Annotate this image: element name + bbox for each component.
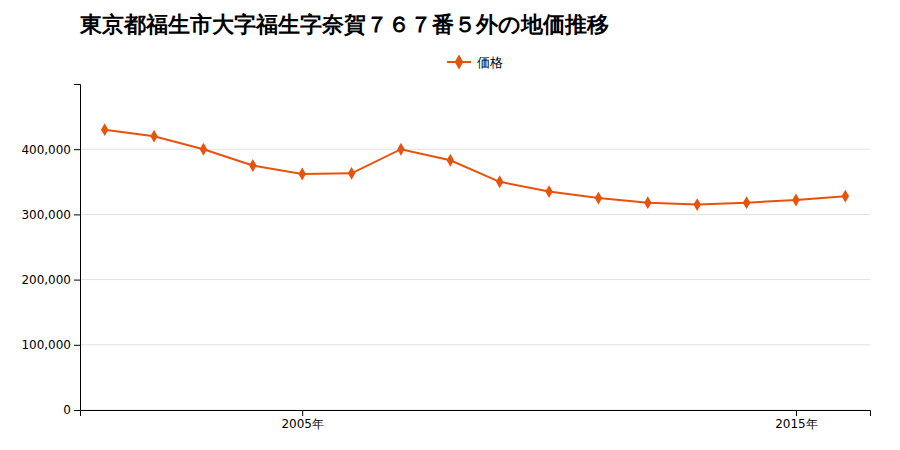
marker (842, 190, 849, 203)
y-axis-tick: 300,000 (21, 208, 80, 222)
y-axis-tick: 200,000 (21, 273, 80, 287)
marker (348, 167, 355, 180)
marker (101, 123, 108, 136)
tick-mark (74, 345, 80, 346)
x-axis-line (81, 411, 871, 417)
tick-mark (302, 410, 303, 416)
marker (200, 143, 207, 156)
tick-mark (74, 214, 80, 215)
tick-label: 300,000 (21, 208, 71, 222)
line (105, 130, 846, 205)
legend-marker (455, 55, 464, 70)
x-axis: 2005年 2015年 (81, 410, 871, 431)
marker (595, 192, 602, 205)
marker (298, 168, 305, 181)
tick-label: 200,000 (21, 273, 71, 287)
marker (743, 196, 750, 209)
tick-label: 2015年 (775, 417, 818, 431)
marker (447, 154, 454, 167)
y-axis-tick: 100,000 (21, 338, 80, 352)
grid-line (80, 279, 870, 280)
tick-mark (74, 149, 80, 150)
marker (496, 175, 503, 188)
y-axis-tick: 400,000 (21, 143, 80, 157)
marker (792, 194, 799, 207)
tick-mark (74, 280, 80, 281)
legend-label: 価格 (477, 55, 503, 70)
grid-line (80, 344, 870, 345)
marker (397, 143, 404, 156)
legend: 価格 (447, 55, 503, 70)
marks (101, 123, 849, 211)
tick-mark (74, 410, 80, 411)
tick-label: 400,000 (21, 143, 71, 157)
y-axis: 0 100,000 200,000 300,000 400,000 (21, 85, 80, 418)
y-axis-tick: 0 (63, 403, 80, 417)
grid-line (80, 214, 870, 215)
tick-label: 100,000 (21, 338, 71, 352)
tick-label: 0 (63, 403, 71, 417)
grid (80, 149, 870, 410)
marker (150, 130, 157, 143)
x-axis-tick: 2015年 (775, 410, 818, 431)
marker (545, 185, 552, 198)
marker (644, 196, 651, 209)
tick-mark (796, 410, 797, 416)
tick-label: 2005年 (281, 417, 324, 431)
y-axis-line (74, 85, 81, 411)
chart: 2005年 2015年 0 100,000 200,000 300,000 400,000 東… (0, 0, 900, 450)
legend-item: 価格 (447, 55, 503, 70)
marker (249, 159, 256, 172)
plot-area: 2005年 2015年 0 100,000 200,000 300,000 400,000 (21, 85, 870, 431)
title: 東京都福生市大字福生字奈賀７６７番５外の地価推移 (79, 12, 609, 37)
marker (693, 198, 700, 211)
x-axis-tick: 2005年 (281, 410, 324, 431)
